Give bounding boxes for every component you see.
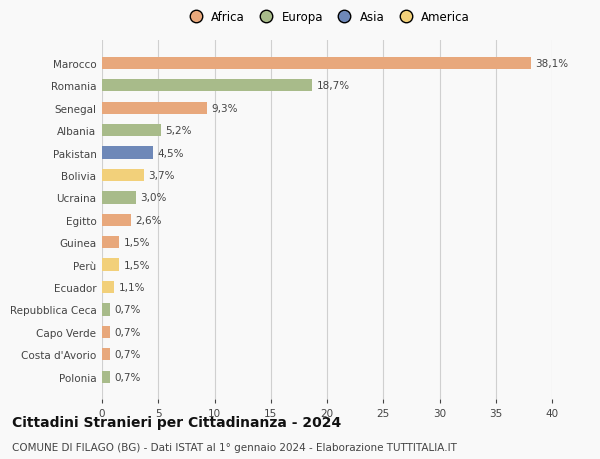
Bar xyxy=(102,326,110,338)
Text: 1,1%: 1,1% xyxy=(119,282,145,292)
Text: 5,2%: 5,2% xyxy=(165,126,191,136)
Text: 1,5%: 1,5% xyxy=(124,260,150,270)
Bar xyxy=(102,80,313,92)
Bar xyxy=(102,147,152,159)
Bar xyxy=(102,348,110,361)
Text: COMUNE DI FILAGO (BG) - Dati ISTAT al 1° gennaio 2024 - Elaborazione TUTTITALIA.: COMUNE DI FILAGO (BG) - Dati ISTAT al 1°… xyxy=(12,442,457,452)
Text: Cittadini Stranieri per Cittadinanza - 2024: Cittadini Stranieri per Cittadinanza - 2… xyxy=(12,415,341,429)
Bar xyxy=(102,304,110,316)
Bar xyxy=(102,214,131,226)
Bar xyxy=(102,192,136,204)
Text: 38,1%: 38,1% xyxy=(535,59,568,69)
Bar xyxy=(102,236,119,249)
Bar xyxy=(102,125,161,137)
Text: 0,7%: 0,7% xyxy=(115,350,141,359)
Text: 3,7%: 3,7% xyxy=(148,171,175,180)
Text: 0,7%: 0,7% xyxy=(115,327,141,337)
Text: 1,5%: 1,5% xyxy=(124,238,150,248)
Text: 18,7%: 18,7% xyxy=(317,81,350,91)
Bar xyxy=(102,102,206,115)
Text: 4,5%: 4,5% xyxy=(157,148,184,158)
Text: 3,0%: 3,0% xyxy=(140,193,167,203)
Text: 0,7%: 0,7% xyxy=(115,305,141,315)
Bar xyxy=(102,169,143,182)
Bar xyxy=(102,281,115,294)
Bar xyxy=(102,259,119,271)
Text: 9,3%: 9,3% xyxy=(211,103,238,113)
Legend: Africa, Europa, Asia, America: Africa, Europa, Asia, America xyxy=(179,6,475,28)
Text: 2,6%: 2,6% xyxy=(136,215,162,225)
Bar xyxy=(102,57,530,70)
Bar xyxy=(102,371,110,383)
Text: 0,7%: 0,7% xyxy=(115,372,141,382)
